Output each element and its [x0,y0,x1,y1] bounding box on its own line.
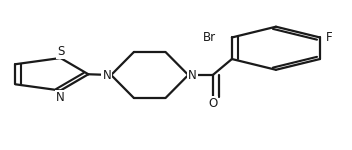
Text: F: F [326,31,333,44]
Text: Br: Br [203,31,216,44]
Text: N: N [56,90,65,104]
Text: N: N [102,69,111,81]
Text: O: O [208,97,218,110]
Text: S: S [57,45,64,58]
Text: N: N [188,69,197,81]
